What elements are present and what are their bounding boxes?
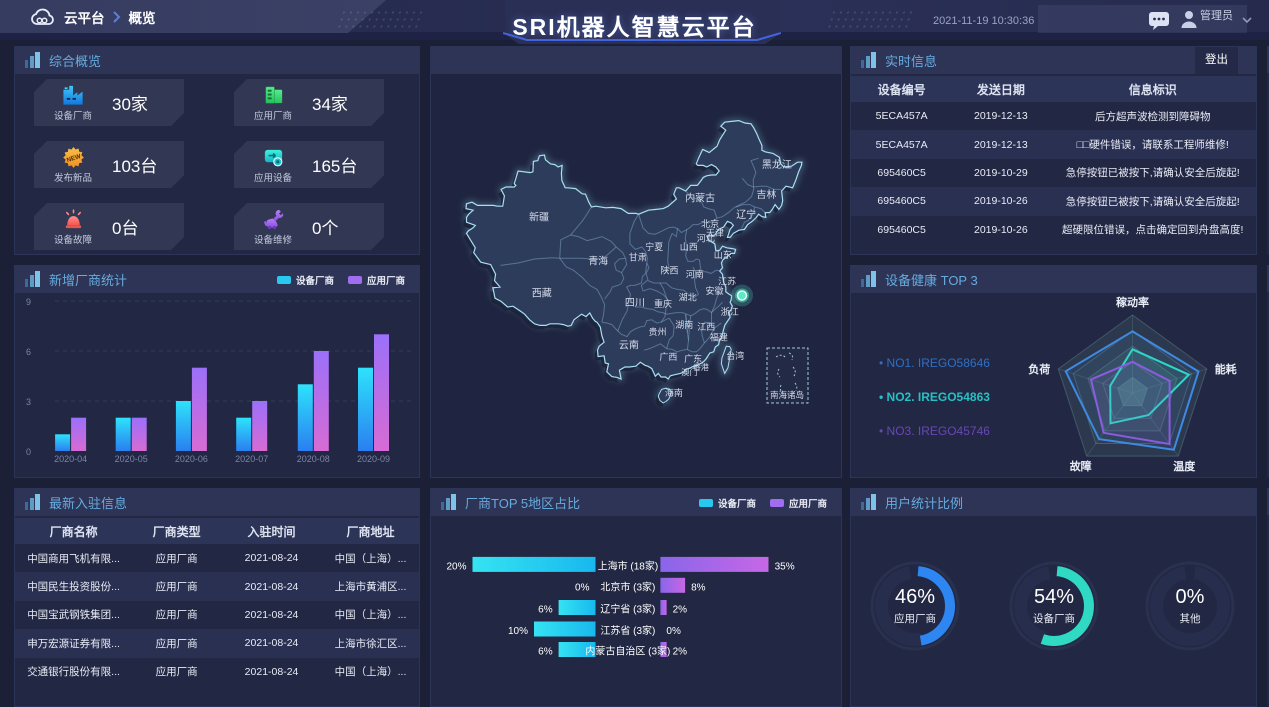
- svg-text:安徽: 安徽: [706, 285, 724, 296]
- svg-text:台湾: 台湾: [726, 350, 744, 361]
- svg-text:3: 3: [26, 397, 31, 407]
- svg-text:山东: 山东: [714, 249, 732, 260]
- svg-text:吉林: 吉林: [756, 188, 776, 201]
- svg-text:广西: 广西: [659, 351, 677, 362]
- svg-text:内蒙古: 内蒙古: [685, 191, 715, 204]
- svg-text:上海市 (18家): 上海市 (18家): [598, 559, 659, 572]
- svg-text:20%: 20%: [446, 561, 466, 572]
- svg-text:温度: 温度: [1173, 459, 1196, 473]
- svg-text:2020-09: 2020-09: [357, 454, 390, 464]
- svg-text:贵州: 贵州: [649, 326, 667, 337]
- svg-text:0: 0: [26, 447, 31, 457]
- svg-text:甘肃: 甘肃: [629, 252, 647, 263]
- svg-text:2%: 2%: [673, 647, 688, 658]
- svg-text:2020-08: 2020-08: [297, 454, 330, 464]
- svg-text:河南: 河南: [686, 268, 704, 279]
- svg-text:2020-05: 2020-05: [115, 454, 148, 464]
- svg-text:浙江: 浙江: [721, 306, 739, 317]
- svg-text:8%: 8%: [691, 582, 706, 593]
- svg-text:北京: 北京: [701, 218, 719, 229]
- svg-text:10%: 10%: [508, 626, 528, 637]
- svg-text:35%: 35%: [775, 561, 795, 572]
- svg-text:2%: 2%: [673, 605, 688, 616]
- svg-text:故障: 故障: [1070, 459, 1092, 473]
- svg-text:香港: 香港: [693, 362, 709, 372]
- svg-text:湖南: 湖南: [675, 319, 693, 330]
- svg-text:宁夏: 宁夏: [645, 241, 663, 252]
- svg-text:江苏: 江苏: [718, 276, 736, 287]
- svg-text:黑龙江: 黑龙江: [762, 158, 792, 171]
- svg-text:澳门: 澳门: [681, 367, 697, 377]
- svg-text:重庆: 重庆: [654, 298, 672, 309]
- svg-text:江西: 江西: [697, 322, 715, 332]
- svg-text:内蒙古自治区 (3家): 内蒙古自治区 (3家): [585, 645, 670, 658]
- svg-text:2020-06: 2020-06: [175, 454, 208, 464]
- svg-text:6: 6: [26, 347, 31, 357]
- svg-text:6%: 6%: [538, 647, 553, 658]
- svg-text:广东: 广东: [684, 353, 702, 364]
- svg-text:0%: 0%: [666, 626, 681, 637]
- svg-text:0%: 0%: [575, 582, 590, 593]
- svg-text:河北: 河北: [697, 232, 715, 243]
- svg-text:陕西: 陕西: [661, 264, 679, 275]
- svg-text:NEW: NEW: [65, 152, 81, 163]
- svg-text:6%: 6%: [538, 605, 553, 616]
- svg-text:福建: 福建: [710, 332, 728, 343]
- svg-text:新疆: 新疆: [529, 211, 549, 224]
- svg-text:辽宁: 辽宁: [736, 208, 756, 221]
- svg-text:西藏: 西藏: [532, 288, 552, 300]
- svg-text:山西: 山西: [680, 242, 698, 252]
- svg-text:云南: 云南: [619, 339, 639, 352]
- svg-text:辽宁省 (3家): 辽宁省 (3家): [600, 603, 655, 616]
- svg-text:能耗: 能耗: [1215, 362, 1237, 376]
- svg-text:负荷: 负荷: [1028, 362, 1050, 376]
- svg-text:2020-04: 2020-04: [54, 454, 87, 464]
- svg-text:9: 9: [26, 297, 31, 307]
- svg-text:天津: 天津: [706, 228, 724, 238]
- svg-text:江苏省 (3家): 江苏省 (3家): [600, 624, 655, 637]
- svg-text:四川: 四川: [625, 298, 645, 309]
- svg-text:2020-07: 2020-07: [235, 454, 268, 464]
- svg-text:青海: 青海: [588, 255, 608, 268]
- svg-text:湖北: 湖北: [679, 293, 697, 303]
- svg-text:稼动率: 稼动率: [1116, 295, 1149, 309]
- svg-text:海南: 海南: [665, 387, 683, 398]
- svg-text:北京市 (3家): 北京市 (3家): [600, 580, 655, 593]
- svg-text:南海诸岛: 南海诸岛: [770, 390, 804, 400]
